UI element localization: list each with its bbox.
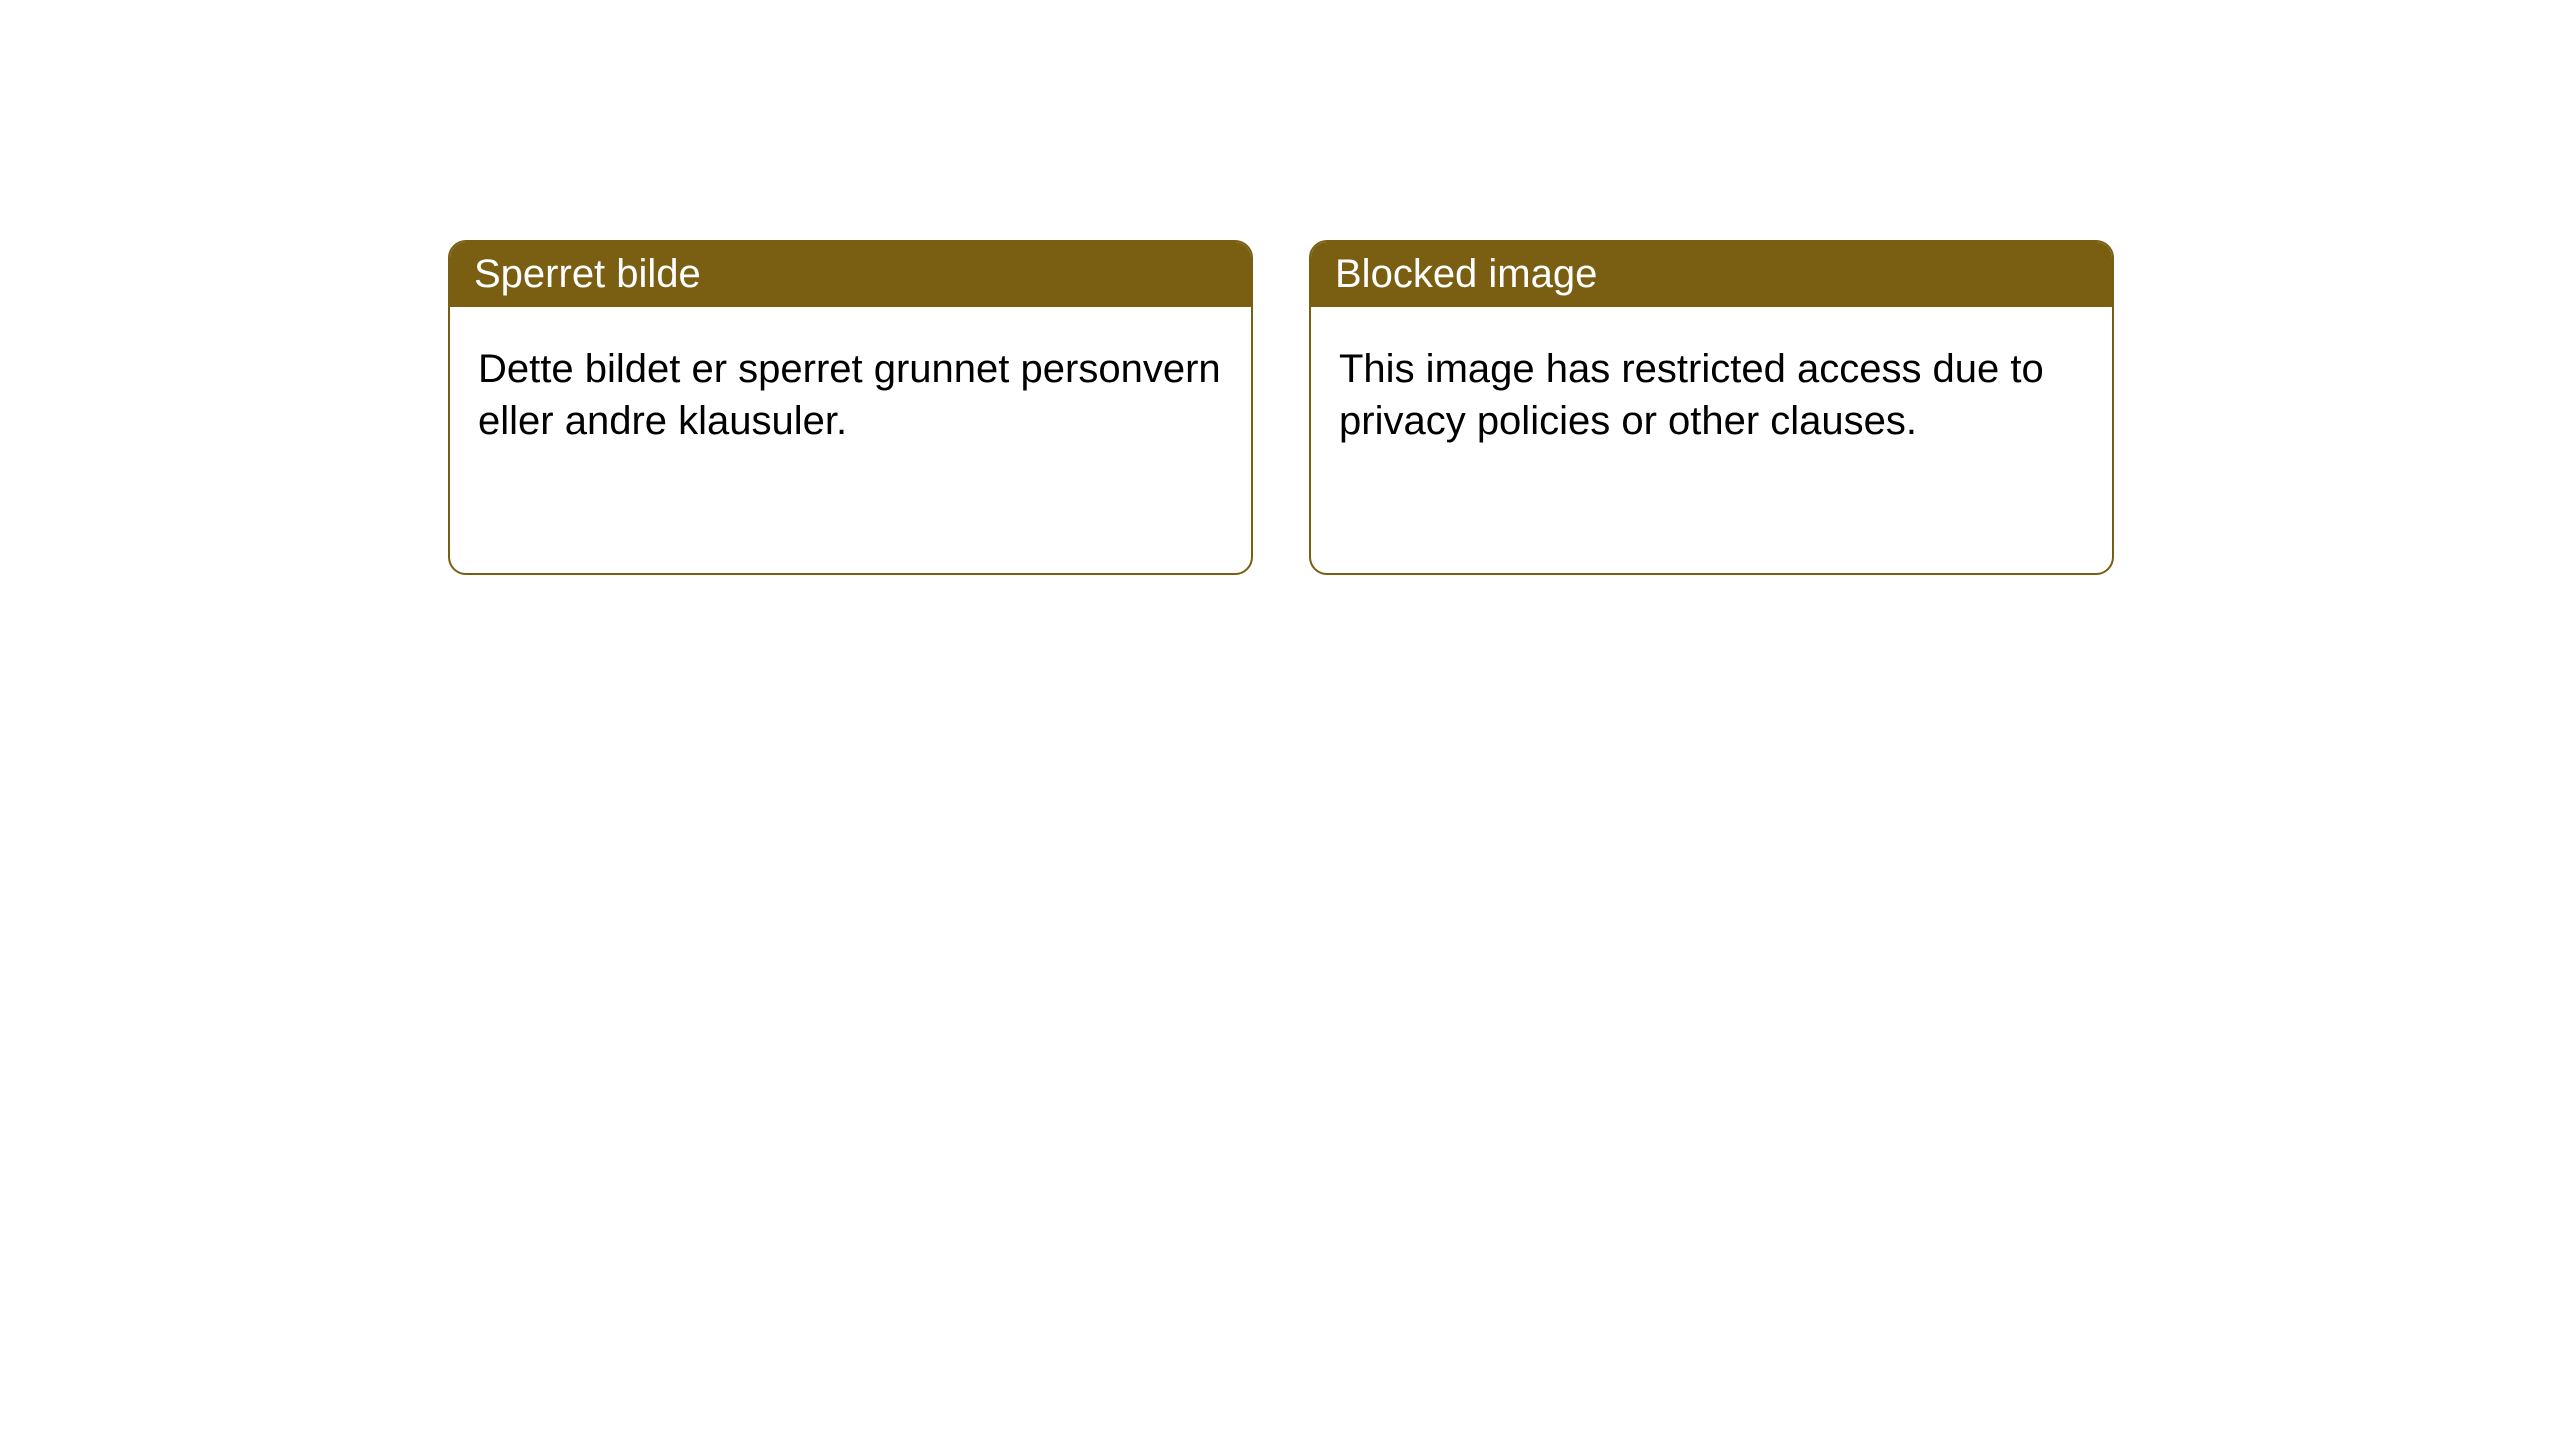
card-title: Sperret bilde bbox=[474, 252, 701, 296]
card-body-text: Dette bildet er sperret grunnet personve… bbox=[478, 347, 1221, 443]
card-title: Blocked image bbox=[1335, 252, 1597, 296]
blocked-image-card-en: Blocked image This image has restricted … bbox=[1309, 240, 2114, 575]
card-header: Blocked image bbox=[1311, 242, 2112, 307]
card-body: This image has restricted access due to … bbox=[1311, 307, 2112, 483]
card-header: Sperret bilde bbox=[450, 242, 1251, 307]
card-body: Dette bildet er sperret grunnet personve… bbox=[450, 307, 1251, 483]
card-body-text: This image has restricted access due to … bbox=[1339, 347, 2044, 443]
blocked-image-card-no: Sperret bilde Dette bildet er sperret gr… bbox=[448, 240, 1253, 575]
notice-cards-row: Sperret bilde Dette bildet er sperret gr… bbox=[448, 240, 2114, 575]
